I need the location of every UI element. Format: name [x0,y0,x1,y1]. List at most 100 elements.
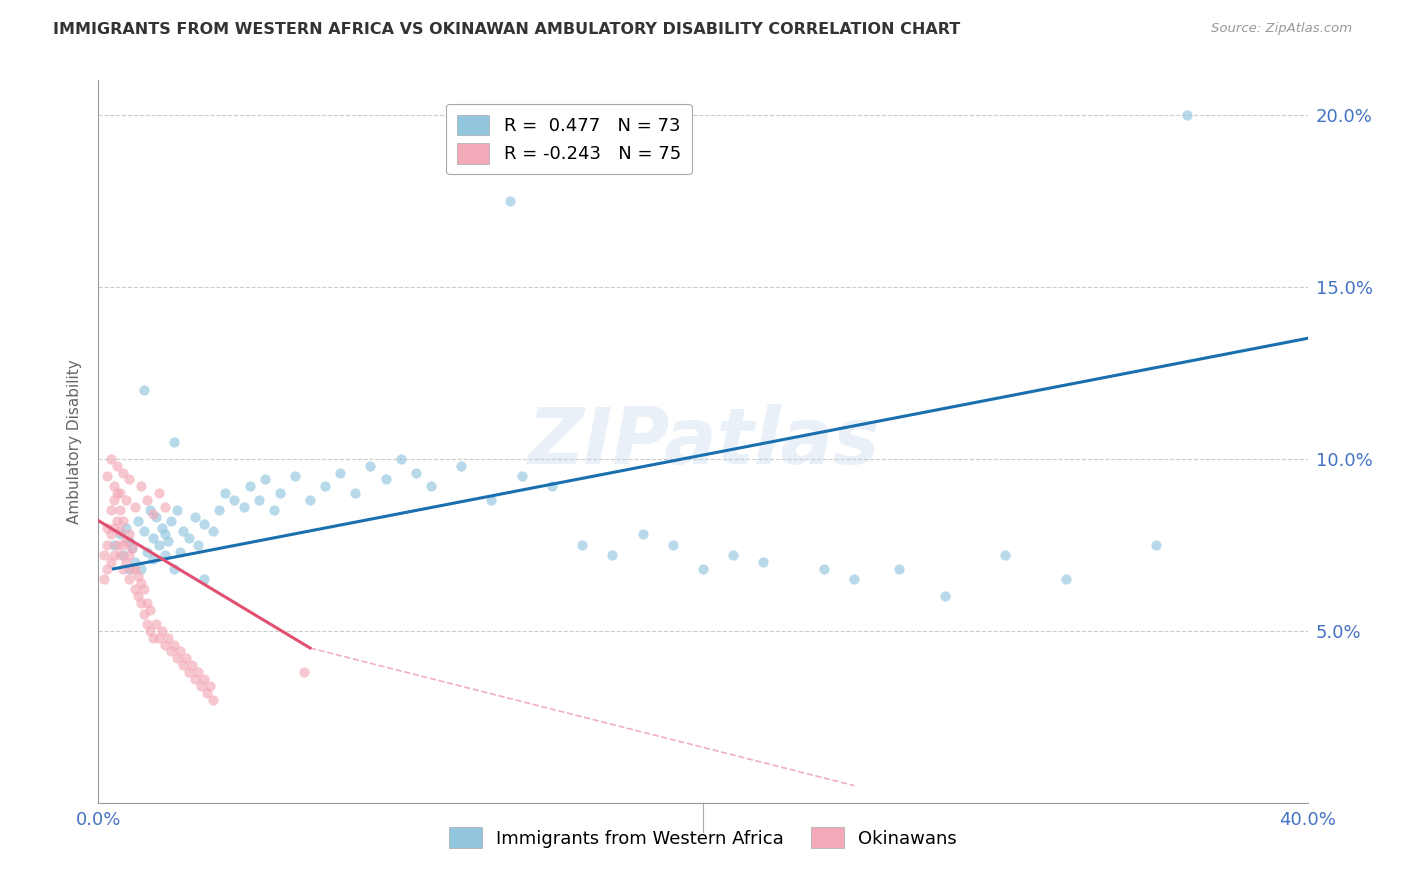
Point [148,631,170,645]
Point [132,607,155,621]
Point [121,562,143,576]
Point [93,548,115,562]
Point [100,527,122,541]
Point [111,562,134,576]
Point [105,486,128,500]
Point [174,651,197,665]
Point [420,479,443,493]
Point [813,562,835,576]
Point [148,486,170,500]
Point [108,548,131,562]
Point [166,503,188,517]
Point [103,520,125,534]
Point [692,562,714,576]
Point [631,527,654,541]
Point [344,486,367,500]
Point [129,575,152,590]
Point [179,531,201,545]
Point [934,590,956,604]
Point [169,644,191,658]
Point [153,500,176,514]
Point [142,531,165,545]
Point [195,686,218,700]
Point [142,551,165,566]
Point [184,672,207,686]
Point [571,538,593,552]
Point [172,658,194,673]
Point [498,194,520,208]
Point [124,562,146,576]
Point [100,503,122,517]
Point [153,638,176,652]
Point [108,486,131,500]
Point [1054,572,1077,586]
Point [121,541,143,556]
Point [100,555,122,569]
Text: Source: ZipAtlas.com: Source: ZipAtlas.com [1212,22,1353,36]
Point [602,548,624,562]
Point [360,458,382,473]
Point [145,510,167,524]
Text: ZIPatlas: ZIPatlas [527,403,879,480]
Point [114,534,136,549]
Point [135,544,157,558]
Point [96,562,118,576]
Point [389,451,412,466]
Point [105,538,128,552]
Point [247,493,270,508]
Point [124,582,146,597]
Point [129,562,152,576]
Point [118,472,141,486]
Point [124,500,146,514]
Point [187,665,209,679]
Point [139,624,162,638]
Point [405,466,427,480]
Point [208,503,231,517]
Point [139,603,162,617]
Point [163,434,186,449]
Point [108,527,131,541]
Point [129,479,152,493]
Point [661,538,683,552]
Point [93,572,115,586]
Point [132,582,155,597]
Point [135,616,157,631]
Point [239,479,262,493]
Point [179,665,201,679]
Point [150,624,173,638]
Point [100,451,122,466]
Point [172,524,194,538]
Point [1144,538,1167,552]
Point [200,679,222,693]
Point [224,493,246,508]
Point [148,538,170,552]
Point [145,616,167,631]
Point [108,524,131,538]
Point [132,383,155,397]
Legend: Immigrants from Western Africa, Okinawans: Immigrants from Western Africa, Okinawan… [441,820,965,855]
Point [111,538,134,552]
Point [103,479,125,493]
Point [889,562,911,576]
Point [132,524,155,538]
Point [127,590,149,604]
Point [105,458,128,473]
Point [153,527,176,541]
Point [329,466,352,480]
Point [121,541,143,556]
Point [510,469,533,483]
Point [135,596,157,610]
Point [142,631,165,645]
Point [111,514,134,528]
Point [284,469,307,483]
Point [135,493,157,508]
Text: IMMIGRANTS FROM WESTERN AFRICA VS OKINAWAN AMBULATORY DISABILITY CORRELATION CHA: IMMIGRANTS FROM WESTERN AFRICA VS OKINAW… [53,22,960,37]
Point [169,544,191,558]
Point [118,534,141,549]
Point [187,538,209,552]
Point [111,466,134,480]
Point [193,672,215,686]
Point [166,651,188,665]
Point [163,562,186,576]
Point [118,562,141,576]
